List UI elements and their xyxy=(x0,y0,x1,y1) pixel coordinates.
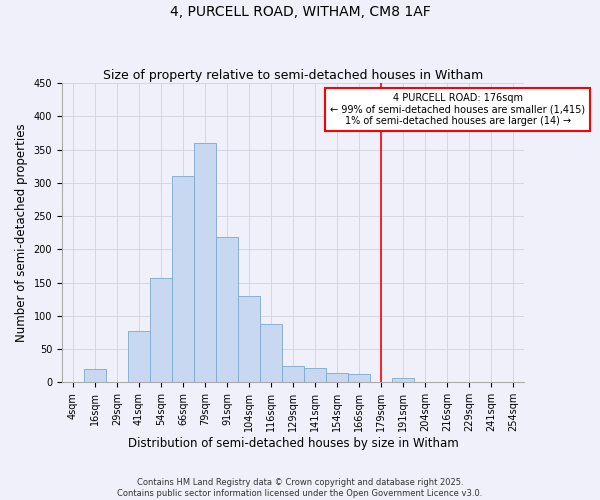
Bar xyxy=(392,378,414,382)
Bar xyxy=(172,176,194,382)
Bar xyxy=(150,278,172,382)
Bar xyxy=(216,238,238,382)
Bar xyxy=(128,331,150,382)
Title: Size of property relative to semi-detached houses in Witham: Size of property relative to semi-detach… xyxy=(103,69,483,82)
Bar xyxy=(84,369,106,382)
Y-axis label: Number of semi-detached properties: Number of semi-detached properties xyxy=(15,124,28,342)
Bar xyxy=(260,324,282,382)
Text: Contains HM Land Registry data © Crown copyright and database right 2025.
Contai: Contains HM Land Registry data © Crown c… xyxy=(118,478,482,498)
Text: 4, PURCELL ROAD, WITHAM, CM8 1AF: 4, PURCELL ROAD, WITHAM, CM8 1AF xyxy=(170,5,430,19)
Bar xyxy=(348,374,370,382)
Bar xyxy=(238,296,260,382)
Text: 4 PURCELL ROAD: 176sqm
← 99% of semi-detached houses are smaller (1,415)
1% of s: 4 PURCELL ROAD: 176sqm ← 99% of semi-det… xyxy=(331,93,586,126)
Bar xyxy=(194,143,216,382)
Bar xyxy=(282,366,304,382)
X-axis label: Distribution of semi-detached houses by size in Witham: Distribution of semi-detached houses by … xyxy=(128,437,458,450)
Bar xyxy=(304,368,326,382)
Bar xyxy=(326,373,348,382)
